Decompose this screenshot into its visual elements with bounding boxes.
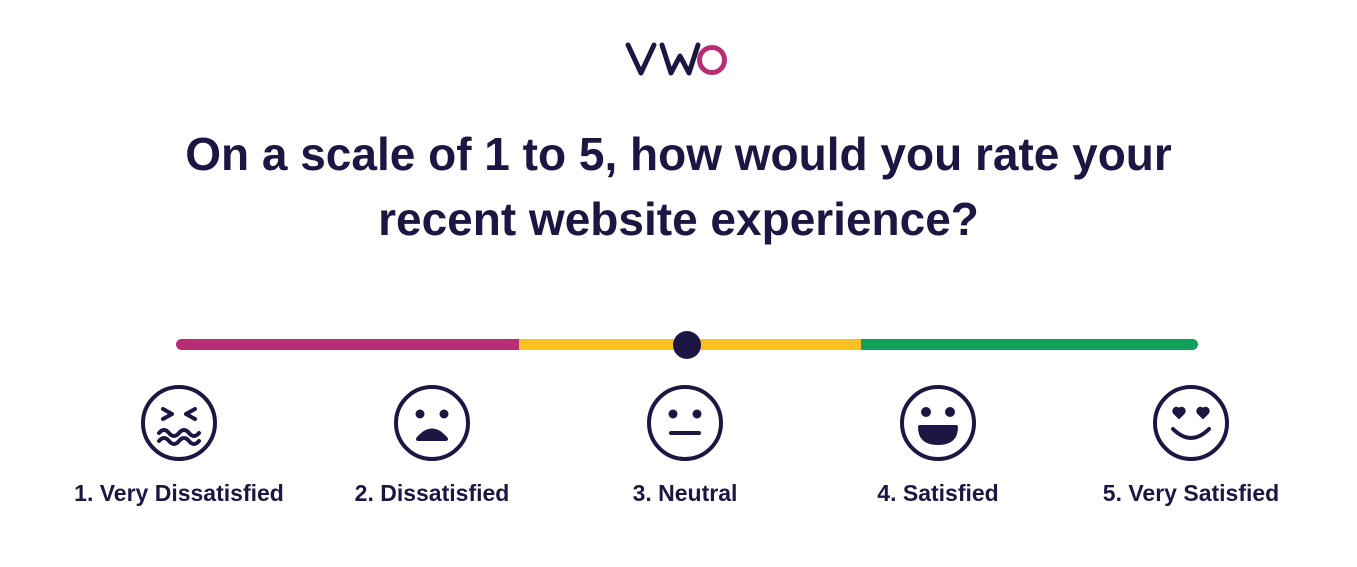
rating-option-neutral[interactable]: 3. Neutral	[555, 383, 815, 523]
rating-option-very-dissatisfied[interactable]: 1. Very Dissatisfied	[49, 383, 309, 523]
rating-slider[interactable]	[176, 331, 1198, 359]
rating-option-dissatisfied[interactable]: 2. Dissatisfied	[302, 383, 562, 523]
neutral-face-icon	[647, 385, 723, 461]
survey-question: On a scale of 1 to 5, how would you rate…	[100, 122, 1257, 252]
rating-option-satisfied[interactable]: 4. Satisfied	[808, 383, 1068, 523]
rating-option-label: 5. Very Satisfied	[1102, 480, 1280, 506]
vwo-logo	[625, 42, 727, 76]
question-line-2: recent website experience?	[378, 193, 979, 245]
slider-segment-satisfied	[860, 339, 1198, 350]
rating-option-label: 3. Neutral	[632, 480, 738, 506]
question-line-1: On a scale of 1 to 5, how would you rate…	[185, 128, 1172, 180]
very-dissatisfied-face-icon	[141, 385, 217, 461]
very-satisfied-face-icon	[1153, 385, 1229, 461]
rating-options: 1. Very Dissatisfied 2. Dissatisfied 3. …	[0, 383, 1357, 523]
satisfied-face-icon	[900, 385, 976, 461]
rating-option-label: 1. Very Dissatisfied	[74, 480, 284, 506]
slider-thumb[interactable]	[673, 331, 701, 359]
rating-option-very-satisfied[interactable]: 5. Very Satisfied	[1061, 383, 1321, 523]
slider-segment-dissatisfied	[176, 339, 520, 350]
rating-option-label: 2. Dissatisfied	[354, 480, 510, 506]
rating-option-label: 4. Satisfied	[877, 480, 999, 506]
dissatisfied-face-icon	[394, 385, 470, 461]
